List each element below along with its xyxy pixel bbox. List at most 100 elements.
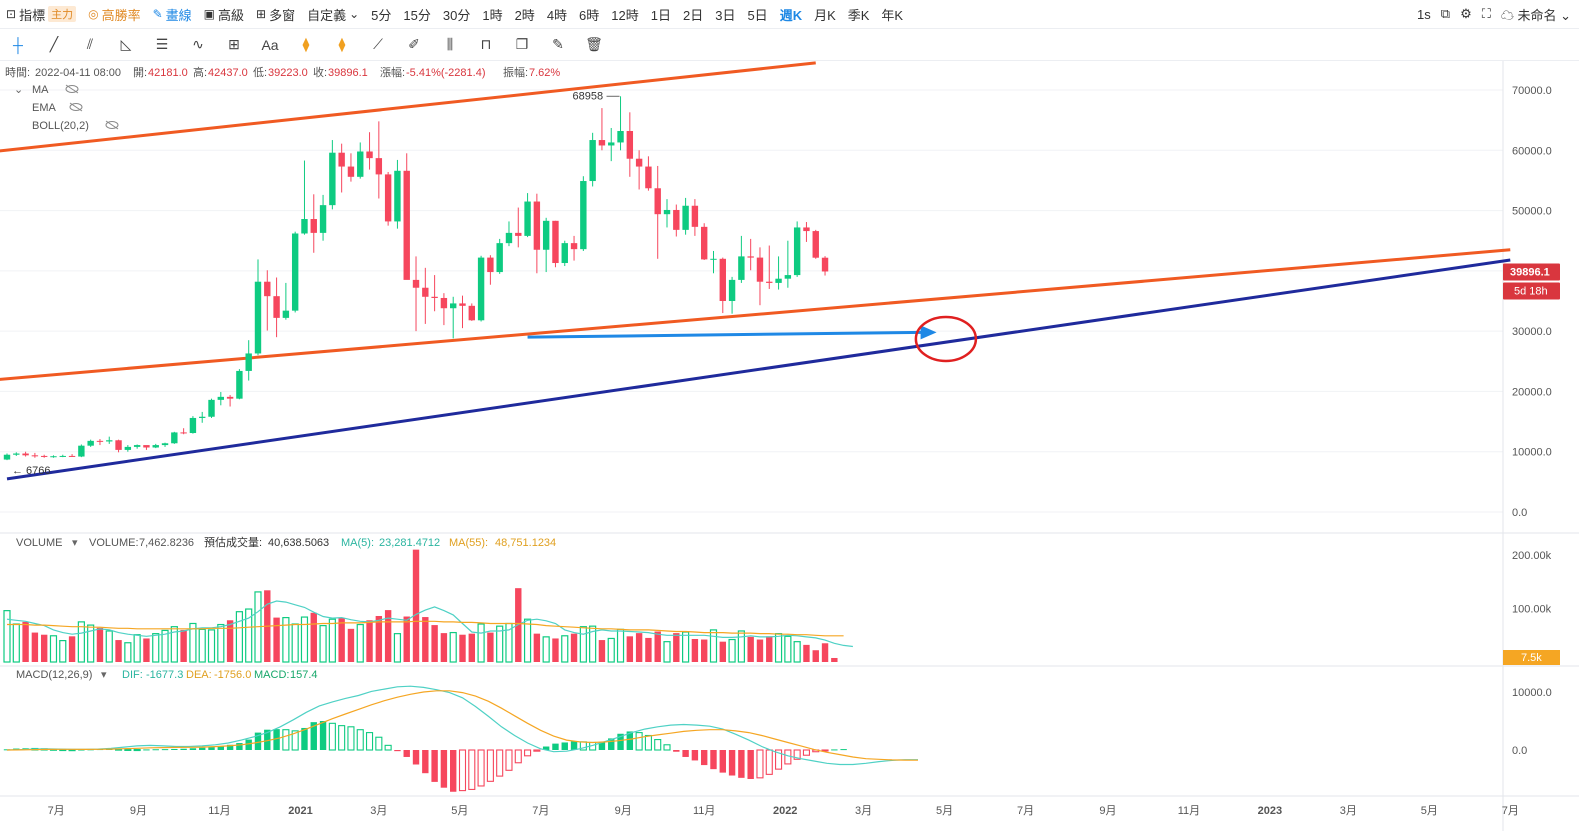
interval-10[interactable]: 3日	[715, 7, 736, 23]
candle-body	[812, 231, 819, 258]
interval-5[interactable]: 4時	[546, 7, 568, 23]
toolbar-item-3[interactable]: ▣ 高級	[198, 0, 250, 28]
candle-body	[459, 303, 466, 306]
price-axis-label: 10000.0	[1512, 447, 1552, 459]
interval-2[interactable]: 30分	[442, 7, 471, 23]
interval-9[interactable]: 2日	[682, 7, 704, 23]
fib-circle-icon[interactable]: ⧫	[338, 36, 346, 52]
brush-icon[interactable]: ✐	[408, 36, 420, 52]
macd-bar	[384, 744, 392, 751]
macd-bar	[514, 749, 522, 764]
toolbar-item-label: 高級	[218, 7, 245, 23]
macd-bar	[264, 729, 271, 750]
support-line	[6, 258, 1511, 481]
text-icon[interactable]: Aa	[261, 36, 279, 53]
horizontal-lines-icon[interactable]: ☰	[155, 36, 169, 52]
macd-bar	[570, 741, 578, 750]
candle-body	[96, 440, 104, 442]
interval-6[interactable]: 6時	[579, 7, 600, 23]
volume-bar	[393, 633, 402, 663]
volume-axis-label: 200.00k	[1512, 550, 1552, 562]
interval-4[interactable]: 2時	[514, 7, 535, 23]
interval-1[interactable]: 15分	[403, 7, 431, 23]
macd-bar	[756, 749, 764, 779]
time-axis-label: 7月	[1502, 805, 1519, 817]
angle-icon[interactable]: ◺	[120, 36, 132, 52]
interval-8[interactable]: 1日	[650, 7, 671, 23]
screenshot-icon[interactable]: ⧉	[1440, 6, 1451, 21]
toolbar-item-2[interactable]: ✎ 畫線	[147, 0, 198, 28]
crosshair-icon[interactable]: ┼	[13, 36, 23, 53]
volume-ma55-value: 48,751.1234	[495, 537, 556, 549]
chart-canvas[interactable]: 68958← 6766 70000.060000.050000.040000.0…	[0, 61, 1579, 831]
trend-line-icon[interactable]: ╱	[49, 36, 59, 52]
volume-bar	[487, 632, 494, 662]
macd-bar	[840, 749, 847, 751]
copy-icon[interactable]: ❐	[515, 36, 529, 52]
fullscreen-icon[interactable]: ⛶	[1481, 6, 1491, 21]
time-axis-label: 7月	[1017, 805, 1034, 817]
macd-dea-line	[6, 690, 919, 761]
edit-icon[interactable]: ✎	[552, 36, 564, 52]
wave-icon[interactable]: ∿	[192, 36, 204, 52]
toolbar-item-0[interactable]: ⊡ 指標 主力	[0, 0, 82, 28]
interval-11[interactable]: 5日	[747, 7, 768, 23]
visibility-slash	[105, 120, 119, 130]
volume-bar	[626, 636, 634, 662]
macd-bar	[635, 732, 643, 751]
macd-bar	[328, 722, 336, 751]
candle-body	[654, 188, 661, 215]
panel-headers: 時間: 2022-04-11 08:00 開: 42181.0 高: 42437.0 低: 3…	[5, 65, 560, 681]
interval-12[interactable]: 週K	[779, 7, 803, 23]
layout-name[interactable]: ☁ 未命名 ⌄	[1500, 7, 1571, 23]
time-axis-label: 3月	[370, 805, 387, 817]
refresh-interval[interactable]: 1s	[1417, 6, 1431, 22]
interval-7[interactable]: 12時	[611, 7, 639, 23]
ruler-icon[interactable]: ⟋	[373, 36, 383, 52]
toolbar-item-1[interactable]: ◎ 高勝率	[82, 0, 147, 28]
macd-bar	[533, 749, 541, 752]
price-axis-label: 0.0	[1512, 507, 1527, 519]
interval-14[interactable]: 季K	[847, 7, 870, 23]
volume-bar	[291, 623, 299, 663]
drawing-toolbar: ┼ ╱ ⫽ ◺ ☰ ∿ ⊞ Aa ⧫ ⧫ ⟋ ✐ ⫼ ⊓ ❐ ✎ 🗑	[0, 29, 1579, 61]
main-grid	[0, 61, 1579, 831]
volume-bar	[273, 617, 280, 662]
high-label: 高:	[193, 65, 207, 79]
interval-0[interactable]: 5分	[371, 7, 392, 23]
channel-lines	[0, 61, 1511, 481]
toolbar-item-4[interactable]: ⊞ 多窗	[250, 0, 301, 28]
candle-body	[106, 440, 113, 442]
measure-icon[interactable]: ⊞	[228, 36, 240, 52]
visibility-icon	[65, 85, 79, 93]
candle-body	[115, 440, 122, 450]
volume-bar	[691, 638, 699, 662]
settings-icon[interactable]: ⚙	[1460, 6, 1472, 21]
macd-dropdown-icon: ▾	[101, 669, 107, 681]
parallel-channel-icon[interactable]: ⫽	[86, 36, 94, 52]
trash-icon[interactable]: 🗑	[585, 36, 603, 52]
interval-3[interactable]: 1時	[482, 7, 503, 23]
volume-bar	[477, 623, 485, 663]
candle-body	[635, 158, 643, 167]
macd-bar	[644, 734, 652, 751]
fib-icon[interactable]: ⧫	[302, 36, 310, 52]
volume-bar	[59, 639, 67, 663]
candle-pattern-icon[interactable]: ⫼	[446, 36, 454, 52]
toolbar-item-5[interactable]: 自定義 ⌄	[301, 0, 365, 28]
time-axis-label: 5月	[936, 805, 953, 817]
candle-body	[319, 205, 327, 233]
time-axis-label: 2022	[773, 805, 797, 817]
interval-15[interactable]: 年K	[881, 7, 904, 23]
volume-bar	[747, 636, 754, 662]
macd-bar	[458, 749, 467, 792]
macd-bar	[552, 743, 559, 750]
interval-13[interactable]: 月K	[814, 7, 836, 23]
candle-body	[422, 287, 429, 297]
visibility-icon	[105, 121, 119, 129]
candle-body	[561, 243, 568, 264]
cloud-icon: ☁	[1500, 7, 1514, 23]
candle-body	[282, 310, 290, 318]
lock-icon[interactable]: ⊓	[480, 36, 492, 52]
volume-label: VOLUME:	[89, 537, 139, 549]
